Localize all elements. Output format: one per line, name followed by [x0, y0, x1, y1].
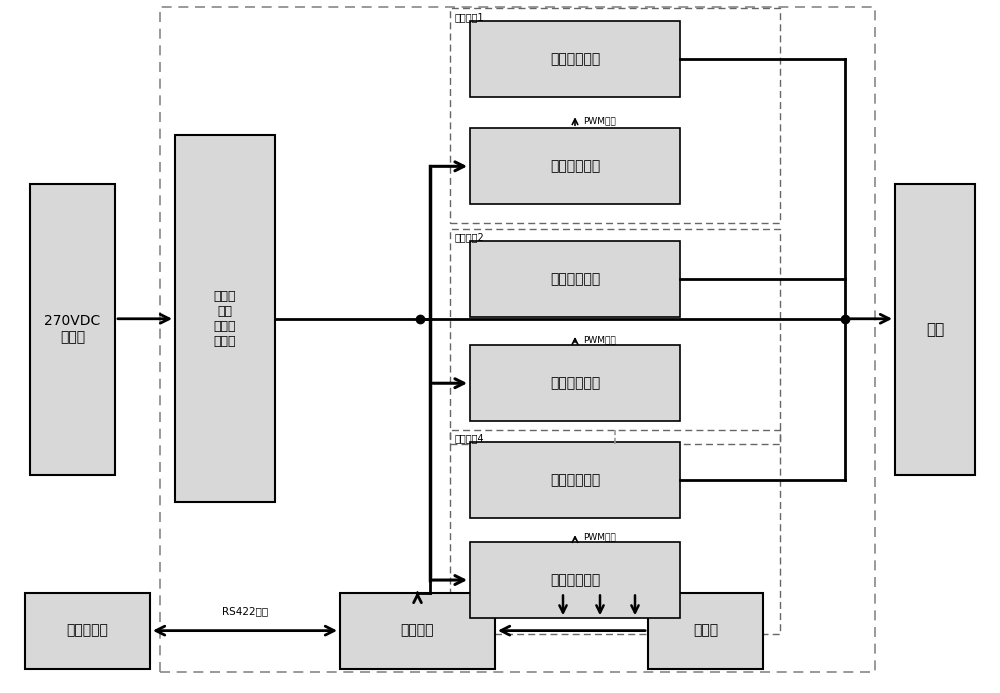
Bar: [340, 593, 495, 669]
Bar: [25, 593, 150, 669]
Bar: [895, 184, 975, 475]
Text: 270VDC
主电源: 270VDC 主电源: [44, 314, 101, 344]
Text: RS422通讯: RS422通讯: [222, 606, 268, 616]
Text: 传感器: 传感器: [693, 624, 718, 638]
Bar: [648, 593, 763, 669]
Text: 功率模块4: 功率模块4: [455, 433, 485, 443]
Bar: [30, 184, 115, 475]
Text: PWM信号: PWM信号: [583, 533, 616, 541]
Text: 功率模块1: 功率模块1: [455, 12, 485, 21]
Text: 功率模块2: 功率模块2: [455, 232, 485, 242]
Text: PWM信号: PWM信号: [583, 335, 616, 344]
Bar: [470, 345, 680, 421]
Text: 主控计算机: 主控计算机: [67, 624, 108, 638]
Text: 双有源桥电路: 双有源桥电路: [550, 52, 600, 66]
Text: 功率驱动电路: 功率驱动电路: [550, 159, 600, 173]
Text: 主控制器: 主控制器: [401, 624, 434, 638]
Text: 雷电防
护及
输入滤
波电路: 雷电防 护及 输入滤 波电路: [214, 290, 236, 348]
Bar: [470, 241, 680, 317]
Bar: [450, 229, 780, 444]
Bar: [450, 8, 780, 223]
Bar: [470, 542, 680, 618]
Bar: [160, 7, 875, 672]
Text: 负载: 负载: [926, 322, 944, 337]
Text: 功率驱动电路: 功率驱动电路: [550, 376, 600, 390]
Bar: [175, 135, 275, 502]
Bar: [470, 21, 680, 97]
Bar: [450, 430, 780, 634]
Bar: [470, 442, 680, 518]
Bar: [470, 128, 680, 204]
Text: 功率驱动电路: 功率驱动电路: [550, 573, 600, 587]
Text: PWM信号: PWM信号: [583, 117, 616, 125]
Text: 双有源桥电路: 双有源桥电路: [550, 473, 600, 487]
Text: 双有源桥电路: 双有源桥电路: [550, 272, 600, 286]
